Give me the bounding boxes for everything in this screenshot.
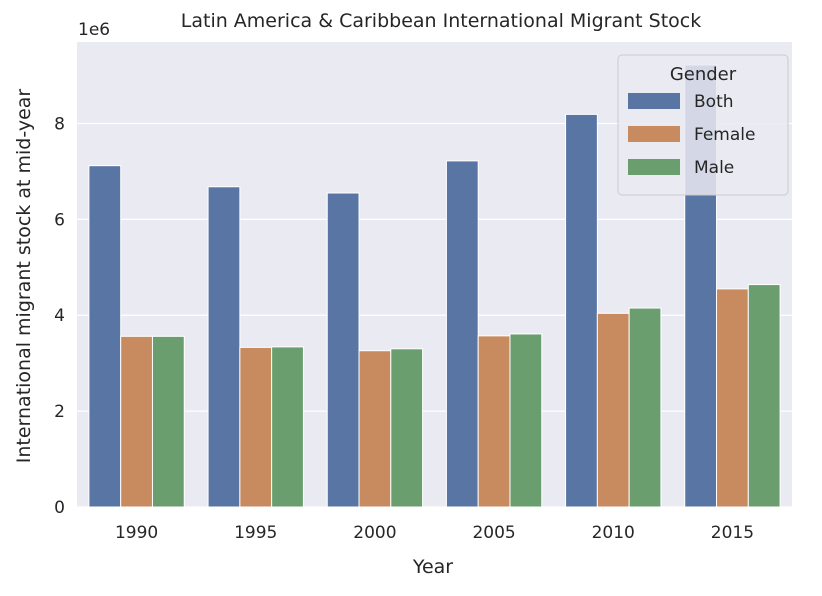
y-tick-label: 2 [54,402,65,422]
bar-female-2015 [716,288,749,508]
bar-male-2000 [390,348,424,508]
bar-female-2000 [358,350,392,508]
x-axis-label: Year [412,556,453,578]
bar-male-1995 [271,346,304,508]
gridlines [77,122,792,508]
x-tick-label: 1990 [115,523,158,543]
legend-title: Gender [670,64,737,85]
legend-swatch-both [628,93,680,109]
bar-both-2000 [326,192,360,508]
bar-male-2005 [509,333,543,508]
y-offset-label: 1e6 [78,20,110,40]
bar-male-2015 [747,284,781,508]
x-tick-labels: 1990 1995 2000 2005 2010 2015 [115,523,754,543]
bar-both-2005 [445,160,479,508]
legend-swatch-female [628,126,680,142]
y-tick-label: 0 [54,498,65,518]
x-tick-label: 2005 [472,523,515,543]
legend: Gender Both Female Male [617,54,789,196]
legend-label-both: Both [694,92,734,112]
bar-both-1995 [207,186,241,508]
y-tick-label: 4 [54,306,65,326]
legend-label-male: Male [694,158,734,178]
bar-both-1990 [88,165,122,508]
x-tick-label: 2000 [353,523,396,543]
bar-male-1990 [151,335,185,508]
legend-swatch-male [628,159,680,175]
bar-female-2005 [477,335,511,508]
x-tick-label: 2010 [592,523,635,543]
y-tick-label: 8 [54,114,65,134]
x-tick-label: 2015 [711,523,754,543]
y-tick-label: 6 [54,210,65,230]
x-tick-label: 1995 [234,523,277,543]
bar-both-2010 [565,113,598,508]
bars [88,64,781,508]
bar-male-2010 [628,307,662,508]
legend-label-female: Female [694,125,755,145]
chart-title: Latin America & Caribbean International … [181,10,701,32]
bar-female-1995 [239,346,273,508]
y-tick-labels: 0 2 4 6 8 [54,114,65,518]
y-axis-label: International migrant stock at mid-year [13,89,35,464]
bar-female-1990 [120,335,153,508]
bar-female-2010 [596,312,630,508]
